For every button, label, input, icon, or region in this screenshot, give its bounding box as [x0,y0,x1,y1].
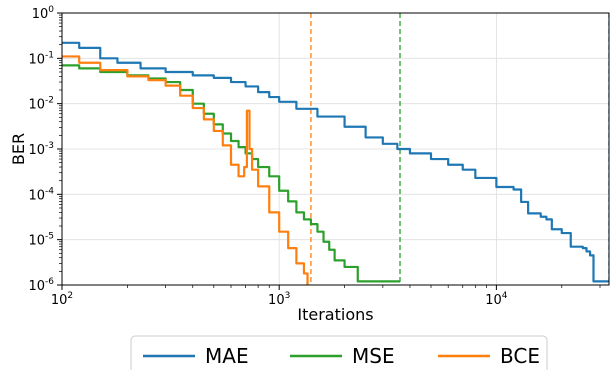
series-line-bce [62,55,309,285]
y-tick-label: 10-2 [28,96,54,113]
y-tick-label: 100 [32,5,55,22]
legend: MAE MSE BCE [130,335,548,370]
y-tick-label: 10-3 [28,141,54,158]
grid [61,12,609,286]
x-tick-label: 104 [485,291,508,308]
y-tick-label: 10-1 [28,50,54,67]
y-axis-label: BER [9,133,28,165]
series-line-mae [62,41,609,283]
series-lines [62,41,609,285]
x-tick-label: 102 [51,291,73,308]
legend-label-mae: MAE [205,344,249,368]
series-line-mse [62,64,401,283]
legend-label-mse: MSE [352,344,395,368]
ticks: 102 103 104 100 10-1 10-2 10-3 10-4 10-5 10-6 [28,5,601,308]
x-tick-label: 103 [268,291,290,308]
legend-label-bce: BCE [500,344,540,368]
y-tick-label: 10-5 [28,232,54,249]
y-tick-label: 10-6 [28,277,54,294]
legend-box [130,335,548,370]
y-tick-label: 10-4 [28,186,54,203]
x-axis-label: Iterations [297,305,373,324]
